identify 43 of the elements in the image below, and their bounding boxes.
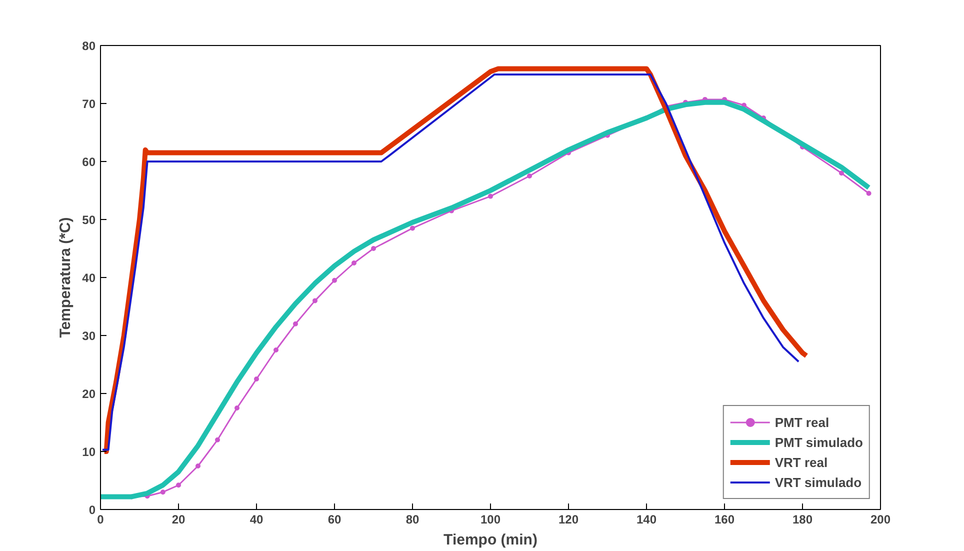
point: [274, 348, 278, 352]
y-tick-label: 40: [82, 271, 96, 285]
point: [839, 170, 844, 176]
x-axis-title: Tiempo (min): [444, 532, 538, 548]
point: [488, 194, 493, 199]
point: [866, 190, 872, 196]
x-tick-label: 0: [97, 512, 104, 526]
point: [527, 174, 532, 178]
point: [352, 260, 356, 266]
y-axis-title: Temperatura (*C): [57, 217, 74, 338]
x-tick-label: 120: [558, 512, 579, 526]
y-tick-label: 50: [82, 213, 96, 227]
point: [371, 246, 376, 251]
point: [160, 490, 166, 495]
point: [215, 437, 220, 442]
y-tick-label: 30: [82, 329, 96, 343]
x-tick-label: 60: [328, 512, 342, 526]
point: [293, 321, 298, 326]
y-tick-label: 20: [82, 387, 96, 401]
x-tick-label: 180: [792, 512, 813, 526]
legend-label: PMT real: [774, 414, 830, 430]
point: [254, 376, 259, 382]
x-tick-label: 80: [406, 512, 420, 526]
y-tick-label: 60: [82, 155, 96, 169]
y-tick-label: 0: [88, 503, 96, 517]
x-tick-label: 200: [870, 512, 891, 526]
legend-label: PMT simulado: [774, 434, 863, 450]
legend-label: VRT simulado: [774, 474, 862, 490]
x-tick-label: 100: [480, 512, 501, 526]
point: [410, 226, 415, 231]
point: [332, 278, 337, 283]
point: [176, 482, 181, 488]
point: [312, 298, 318, 304]
x-tick-label: 140: [636, 512, 657, 526]
point: [196, 464, 200, 468]
y-tick-label: 80: [82, 39, 96, 53]
x-tick-label: 20: [172, 512, 186, 526]
x-tick-label: 40: [250, 512, 264, 526]
y-tick-label: 70: [82, 97, 96, 111]
y-tick-label: 10: [82, 445, 96, 459]
point: [234, 406, 240, 410]
legend-label: VRT real: [774, 454, 828, 470]
x-tick-label: 160: [714, 512, 735, 526]
